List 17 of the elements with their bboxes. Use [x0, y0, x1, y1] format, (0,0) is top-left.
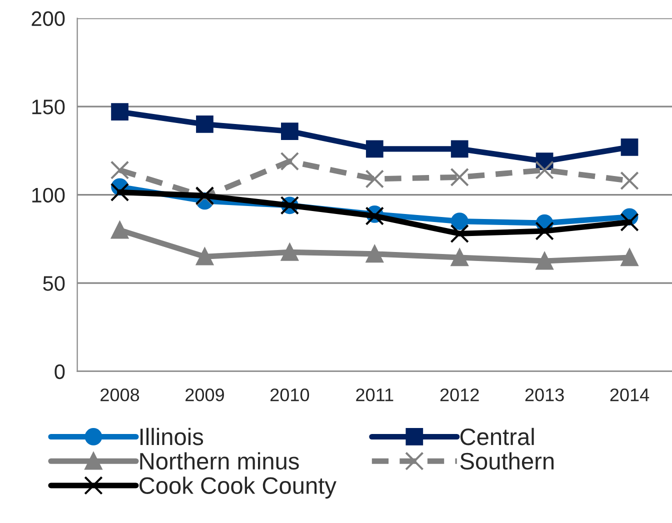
x-tick-label: 2011: [356, 388, 394, 402]
x-tick-label: 2009: [186, 388, 224, 402]
x-tick-label: 2010: [270, 388, 310, 402]
y-tick-label: 150: [32, 100, 65, 114]
x-tick-label: 2012: [440, 388, 479, 402]
y-tick-label: 0: [54, 364, 65, 380]
x-tick-label: 2013: [525, 388, 564, 402]
legend-label: Illinois: [140, 428, 204, 446]
x-tick-label: 2014: [610, 388, 650, 402]
legend-label: Central: [460, 428, 534, 446]
legend-label: Northern minus: [140, 452, 299, 470]
y-tick-label: 50: [43, 276, 65, 291]
y-tick-label: 100: [32, 188, 65, 203]
legend-label: Southern: [460, 452, 554, 470]
x-tick-label: 2008: [100, 388, 140, 402]
legend-label: Cook Cook County: [140, 476, 336, 499]
y-tick-label: 200: [32, 11, 65, 26]
